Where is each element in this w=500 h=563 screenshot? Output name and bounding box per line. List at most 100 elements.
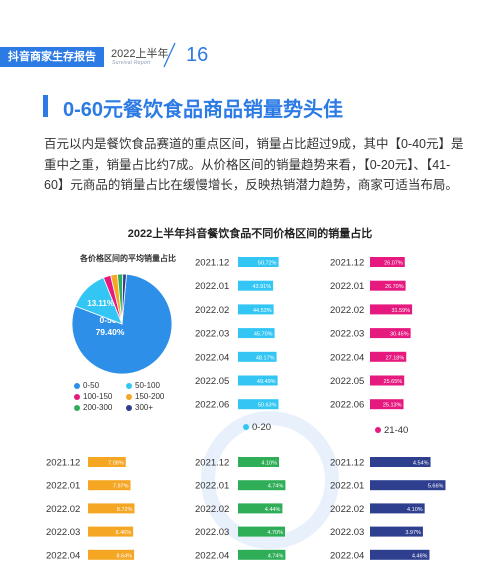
bar	[370, 351, 407, 362]
bar	[238, 549, 286, 560]
bar-value-label: 8.64%	[116, 553, 132, 559]
bar-category-label: 2022.05	[195, 376, 229, 387]
series-legend-label: 21-40	[384, 425, 408, 436]
bar	[238, 257, 279, 267]
legend-label: 50-100	[135, 381, 160, 390]
bar-value-label: 5.66%	[428, 484, 444, 490]
bar	[88, 480, 131, 491]
legend-label: 200-300	[83, 403, 113, 412]
report-tag: 抖音商家生存报告	[0, 47, 104, 67]
legend-item: 0-50	[74, 380, 126, 391]
report-subtitle: Survival Report	[112, 60, 151, 66]
bar	[370, 375, 405, 386]
bar	[88, 457, 126, 467]
bar-category-label: 2022.06	[330, 400, 364, 411]
bar-category-label: 2022.01	[46, 481, 80, 492]
bar	[88, 526, 134, 537]
bar-value-label: 49.49%	[257, 379, 276, 385]
pie-legend: 0-50 50-100 100-150 150-200 200-300 300+	[74, 380, 184, 413]
bar	[238, 351, 277, 362]
bar	[370, 503, 425, 514]
bar	[238, 375, 278, 386]
title-accent-bar	[43, 95, 48, 117]
bar-category-label: 2021.12	[330, 458, 364, 469]
page-number: 16	[186, 44, 209, 66]
bar-category-label: 2022.02	[46, 504, 80, 515]
price-share-pie-chart: 0-50 79.40% 13.11%	[71, 273, 173, 375]
series-legend-swatch	[243, 424, 249, 430]
bar-value-label: 31.59%	[391, 308, 410, 314]
pie-slice-value: 79.40%	[96, 327, 125, 337]
legend-label: 300+	[135, 403, 154, 412]
bar-value-label: 4.46%	[412, 553, 428, 559]
legend-label: 150-200	[135, 392, 165, 401]
legend-item: 150-200	[126, 391, 178, 402]
bar	[370, 480, 446, 491]
bar-category-label: 2022.03	[330, 527, 364, 538]
bar-value-label: 8.72%	[117, 507, 133, 513]
bar-category-label: 2022.02	[330, 305, 364, 316]
slash-divider-icon	[163, 42, 176, 68]
legend-item: 100-150	[74, 391, 126, 402]
bar-category-label: 2022.06	[195, 400, 229, 411]
bar	[88, 503, 135, 514]
bar-category-label: 2022.04	[330, 352, 364, 363]
pie-subtitle: 各价格区间的平均销量占比	[80, 254, 176, 263]
bar-value-label: 25.65%	[384, 379, 403, 385]
pie-slice-label: 0-50	[99, 315, 116, 325]
bar-category-label: 2022.04	[330, 550, 364, 561]
bar	[238, 457, 279, 467]
bar-value-label: 4.70%	[267, 530, 283, 536]
legend-item: 200-300	[74, 402, 126, 413]
intro-paragraph: 百元以内是餐饮食品赛道的重点区间，销量占比超过9成，其中【0-40元】是重中之重…	[44, 137, 464, 192]
bar-category-label: 2022.01	[195, 281, 229, 292]
bar-value-label: 45.70%	[254, 332, 273, 338]
bar-value-label: 50.72%	[258, 261, 277, 267]
bar	[370, 399, 404, 410]
bar-value-label: 43.91%	[252, 284, 271, 290]
bar	[88, 549, 135, 560]
bar-value-label: 4.54%	[413, 461, 429, 467]
bar-category-label: 2021.12	[195, 258, 229, 269]
bar	[238, 526, 285, 537]
bar	[370, 304, 413, 315]
bar-category-label: 2021.12	[330, 258, 364, 269]
bar-category-label: 2022.03	[195, 329, 229, 340]
bar	[238, 503, 283, 514]
legend-label: 0-50	[83, 381, 100, 390]
bar-value-label: 4.10%	[261, 461, 277, 467]
legend-swatch	[126, 404, 132, 411]
background-circle-decoration	[201, 411, 339, 549]
bar-value-label: 30.45%	[390, 332, 409, 338]
chart-title: 2022上半年抖音餐饮食品不同价格区间的销量占比	[127, 228, 373, 240]
legend-swatch	[74, 393, 80, 400]
bar-category-label: 2022.03	[330, 329, 364, 340]
bar-category-label: 2022.04	[195, 550, 229, 561]
bar	[238, 304, 274, 315]
bar-value-label: 4.44%	[265, 507, 281, 513]
bar	[370, 257, 405, 267]
bar-category-label: 2022.01	[330, 281, 364, 292]
bar-category-label: 2022.04	[195, 352, 229, 363]
bar-category-label: 2022.01	[330, 481, 364, 492]
bar	[370, 549, 430, 560]
legend-swatch	[74, 382, 80, 389]
report-period: 2022上半年	[111, 48, 169, 60]
legend-item: 50-100	[126, 380, 178, 391]
legend-label: 100-150	[83, 392, 113, 401]
bar-value-label: 4.74%	[268, 484, 284, 490]
bar-category-label: 2021.12	[46, 458, 80, 469]
bar-value-label: 3.97%	[405, 530, 421, 536]
bar-category-label: 2021.12	[195, 458, 229, 469]
series-legend-swatch	[375, 427, 381, 433]
legend-item: 300+	[126, 402, 178, 413]
bar-category-label: 2022.04	[46, 550, 80, 561]
bar-value-label: 25.13%	[383, 403, 402, 409]
bar-category-label: 2022.02	[330, 504, 364, 515]
pie-slice-value: 13.11%	[87, 299, 114, 308]
bar-category-label: 2022.05	[330, 376, 364, 387]
page-title: 0-60元餐饮食品商品销量势头佳	[63, 99, 344, 121]
bar-value-label: 4.74%	[268, 553, 284, 559]
bar-value-label: 48.17%	[256, 355, 275, 361]
